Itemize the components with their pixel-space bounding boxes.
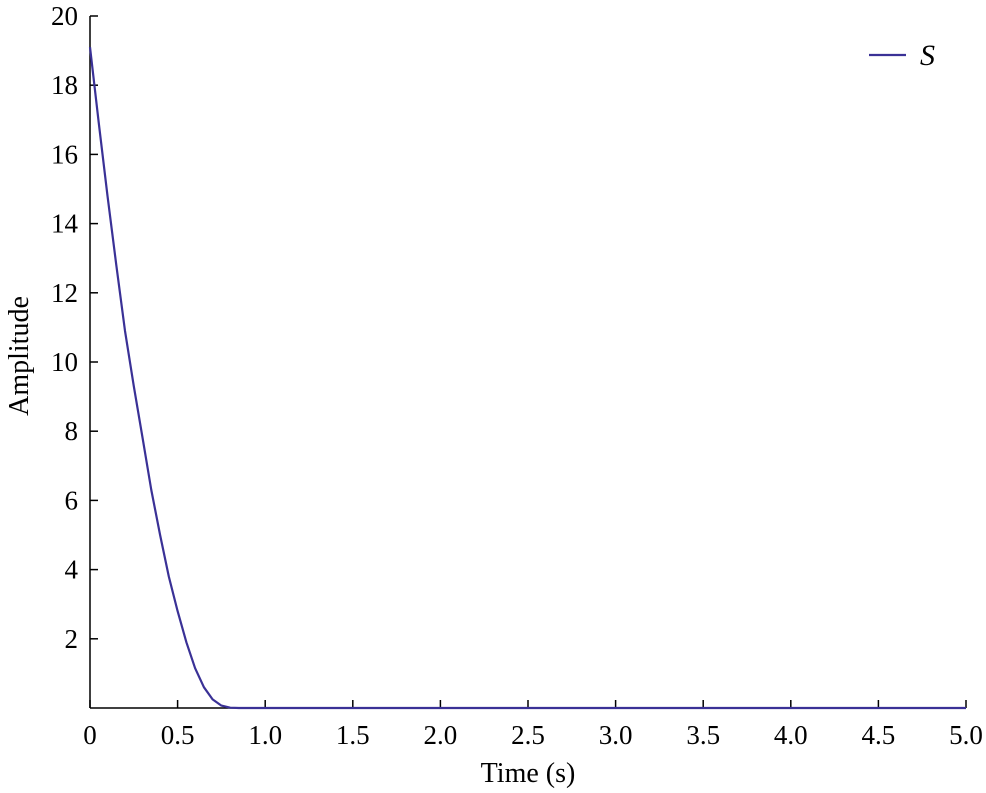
y-ticks: 2 4 6 8 10 12 14 16 18 20 xyxy=(51,1,98,654)
legend-label-s: S xyxy=(920,39,935,72)
x-tick-label: 2.0 xyxy=(424,720,458,750)
x-tick-label: 4.5 xyxy=(862,720,896,750)
y-tick-label: 2 xyxy=(65,624,79,654)
x-tick-label: 3.0 xyxy=(599,720,633,750)
x-axis-title: Time (s) xyxy=(481,758,576,789)
legend: S xyxy=(869,39,935,72)
x-tick-label: 1.0 xyxy=(248,720,282,750)
y-tick-label: 10 xyxy=(51,347,78,377)
series-line-s xyxy=(88,46,966,710)
x-tick-label: 4.0 xyxy=(774,720,808,750)
series-layer xyxy=(88,46,966,710)
x-tick-label: 0 xyxy=(83,720,97,750)
x-tick-label: 5.0 xyxy=(949,720,983,750)
y-tick-label: 16 xyxy=(51,139,78,169)
x-tick-label: 2.5 xyxy=(511,720,545,750)
y-tick-label: 6 xyxy=(65,485,79,515)
y-tick-label: 4 xyxy=(65,555,79,585)
y-tick-label: 12 xyxy=(51,278,78,308)
x-tick-label: 0.5 xyxy=(161,720,195,750)
y-axis-title: Amplitude xyxy=(4,296,35,416)
y-tick-label: 18 xyxy=(51,70,78,100)
x-tick-label: 3.5 xyxy=(686,720,720,750)
axes xyxy=(89,16,966,709)
x-ticks: 0 0.5 1.0 1.5 2.0 2.5 3.0 3.5 4.0 4.5 5.0 xyxy=(83,700,983,750)
y-tick-label: 8 xyxy=(65,416,79,446)
y-tick-label: 14 xyxy=(51,209,79,239)
x-tick-label: 1.5 xyxy=(336,720,370,750)
y-tick-label: 20 xyxy=(51,1,78,31)
